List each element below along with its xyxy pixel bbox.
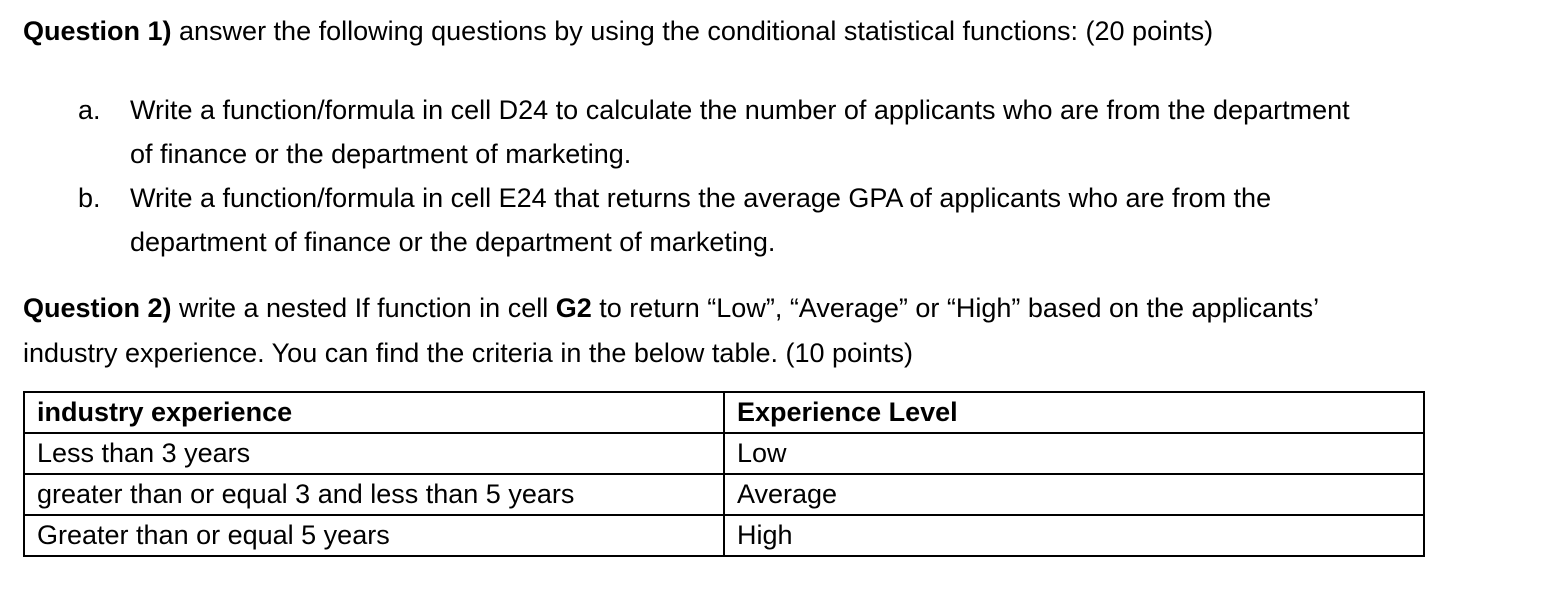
list-item-b-marker: b. [78,183,101,213]
document-page: Question 1) answer the following questio… [23,14,1526,557]
table-row: greater than or equal 3 and less than 5 … [23,473,1425,516]
cell-criteria: Greater than or equal 5 years [23,514,725,557]
cell-level: Low [723,432,1425,475]
cell-criteria: greater than or equal 3 and less than 5 … [23,473,725,516]
question1-text: answer the following questions by using … [171,16,1214,46]
question2-text-after-cell: to return “Low”, “Average” or “High” bas… [23,293,1319,368]
question2-text-before-cell: write a nested If function in cell [171,293,556,323]
question1-list: a. Write a function/formula in cell D24 … [23,88,1526,264]
header-industry-experience: industry experience [23,391,725,434]
table-row: Less than 3 years Low [23,432,1425,475]
question2-paragraph: Question 2) write a nested If function i… [23,286,1358,376]
question1-paragraph: Question 1) answer the following questio… [23,14,1526,48]
header-experience-level: Experience Level [723,391,1425,434]
table-row: Greater than or equal 5 years High [23,514,1425,557]
question2-label: Question 2) [23,293,172,323]
question2-cell-ref: G2 [555,293,592,323]
list-item-a-marker: a. [78,95,101,125]
list-item-b-text: Write a function/formula in cell E24 tha… [130,183,1272,257]
question1-label: Question 1) [23,16,172,46]
cell-level: High [723,514,1425,557]
experience-criteria-table: industry experience Experience Level Les… [23,391,1425,557]
list-item-b: b. Write a function/formula in cell E24 … [23,176,1526,264]
list-item-a: a. Write a function/formula in cell D24 … [23,88,1526,176]
cell-criteria: Less than 3 years [23,432,725,475]
table-header-row: industry experience Experience Level [23,391,1425,434]
list-item-a-text: Write a function/formula in cell D24 to … [130,95,1350,169]
cell-level: Average [723,473,1425,516]
